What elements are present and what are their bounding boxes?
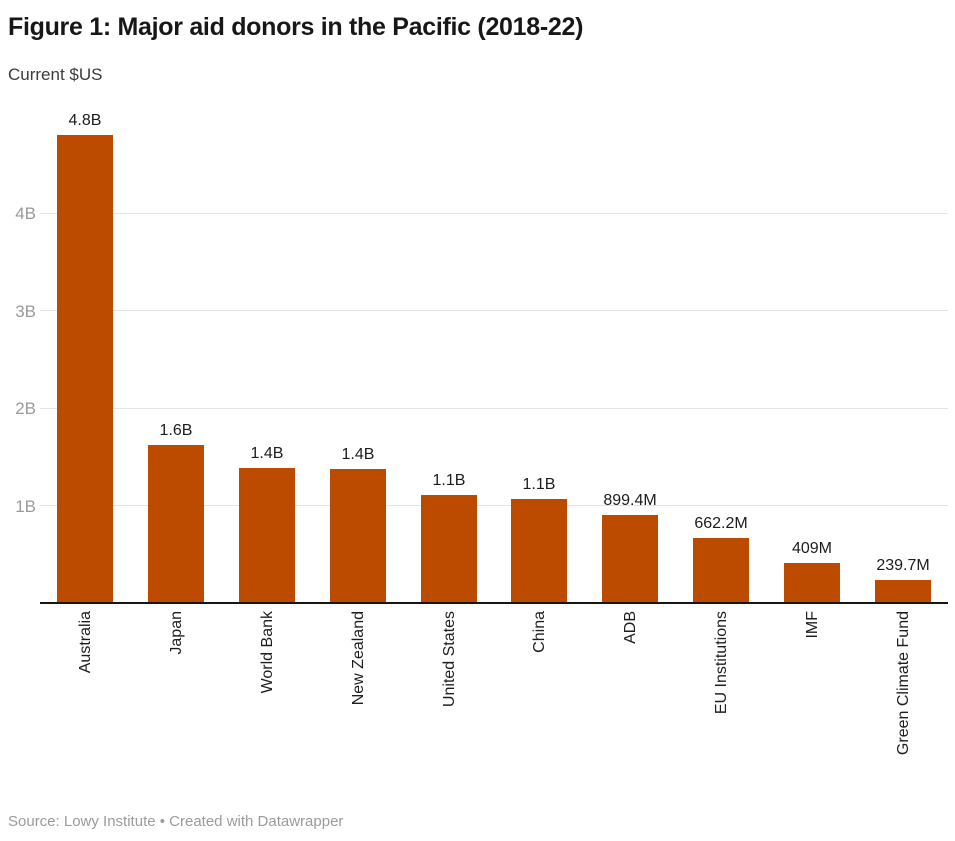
bar-value-label: 4.8B — [68, 112, 102, 129]
bar — [421, 495, 477, 603]
bar-value-label: 1.4B — [250, 445, 284, 462]
bar — [875, 580, 931, 603]
bar — [148, 445, 204, 603]
x-axis-category-label: United States — [439, 611, 459, 707]
x-axis-category-label: Australia — [75, 611, 95, 673]
x-axis-category-label-text: China — [530, 611, 548, 653]
x-axis-category-label-text: ADB — [621, 611, 639, 644]
bar-value-label: 662.2M — [694, 515, 748, 532]
x-axis-category-label-text: Australia — [76, 611, 94, 674]
y-gridline — [40, 407, 948, 409]
x-axis-category-label-text: EU Institutions — [712, 611, 730, 715]
source-credit-note: Source: Lowy Institute • Created with Da… — [8, 813, 344, 830]
x-axis-line — [40, 602, 948, 604]
y-tick-label: 1B — [15, 496, 36, 516]
bar-value-label: 1.4B — [341, 446, 375, 463]
x-axis-category-label-text: New Zealand — [349, 611, 367, 706]
x-axis-category-label-text: IMF — [803, 611, 821, 639]
bar-value-label: 899.4M — [603, 492, 657, 509]
bar-value-label: 409M — [791, 540, 833, 557]
x-axis-category-label: Green Climate Fund — [893, 611, 913, 755]
bar — [57, 135, 113, 603]
bar-value-label: 239.7M — [876, 557, 930, 574]
bar — [239, 468, 295, 603]
bar — [330, 469, 386, 603]
chart-title: Figure 1: Major aid donors in the Pacifi… — [8, 13, 584, 41]
x-axis-category-label: IMF — [802, 611, 822, 639]
bar-value-label: 1.1B — [432, 472, 466, 489]
x-axis-category-label-text: United States — [440, 611, 458, 708]
x-axis-category-label: Japan — [166, 611, 186, 655]
bar — [511, 499, 567, 603]
x-axis-category-label-text: Green Climate Fund — [894, 611, 912, 756]
y-gridline — [40, 505, 948, 506]
x-axis-category-label-text: Japan — [167, 611, 185, 655]
x-axis-category-label: World Bank — [257, 611, 277, 693]
x-axis-category-label: New Zealand — [348, 611, 368, 705]
y-tick-label: 4B — [15, 204, 36, 223]
x-axis-category-label: ADB — [620, 611, 640, 644]
x-axis-category-label-text: World Bank — [258, 611, 276, 694]
bar — [693, 538, 749, 603]
y-tick-label: 3B — [15, 301, 36, 321]
chart-subtitle: Current $US — [8, 65, 103, 84]
y-gridline — [40, 212, 948, 214]
x-axis-category-label: China — [529, 611, 549, 653]
bar-value-label: 1.1B — [522, 476, 556, 493]
x-axis-category-label: EU Institutions — [711, 611, 731, 714]
y-tick-label: 2B — [15, 399, 36, 418]
y-gridline — [40, 310, 948, 311]
bar — [602, 515, 658, 603]
bar — [784, 563, 840, 603]
bar-value-label: 1.6B — [159, 422, 193, 439]
